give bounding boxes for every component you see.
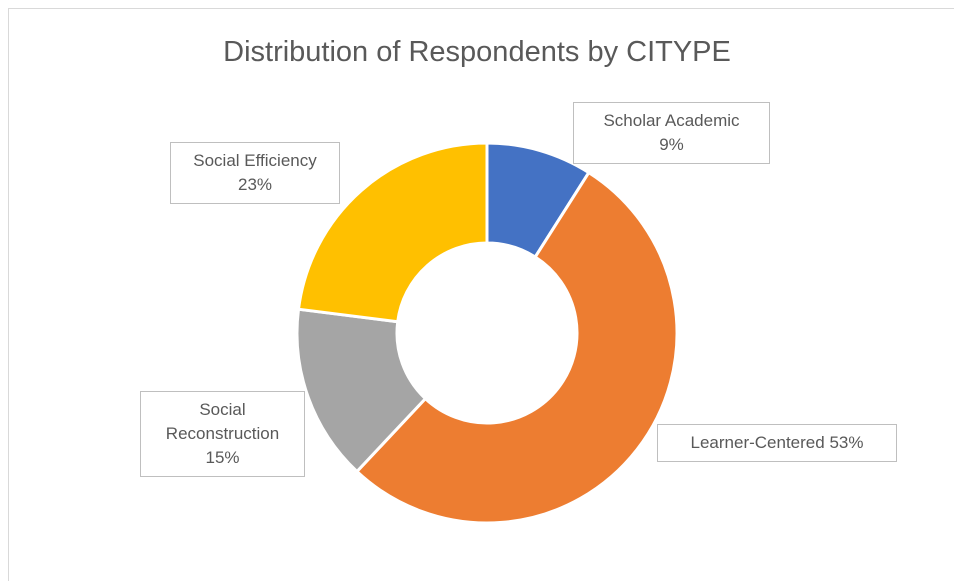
data-label: Social Efficiency 23% (170, 142, 340, 204)
donut-slice (354, 170, 679, 525)
data-label-name: Scholar Academic (603, 111, 740, 130)
data-label-value: 23% (237, 175, 273, 194)
data-label: Learner-Centered 53% (657, 424, 897, 462)
data-label-name: Learner-Centered (690, 433, 825, 452)
chart-title: Distribution of Respondents by CITYPE (223, 36, 731, 68)
data-label-value: 53% (829, 433, 864, 452)
donut-slice (296, 141, 489, 324)
data-label: Social Reconstruction 15% (140, 391, 305, 477)
chart-border (8, 8, 954, 581)
data-label-value: 15% (205, 448, 240, 467)
data-label-name: Social Reconstruction (165, 400, 280, 443)
donut-slice (295, 307, 428, 474)
data-label-value: 9% (659, 135, 684, 154)
data-label: Scholar Academic 9% (573, 102, 770, 164)
data-label-name: Social Efficiency (193, 151, 317, 170)
